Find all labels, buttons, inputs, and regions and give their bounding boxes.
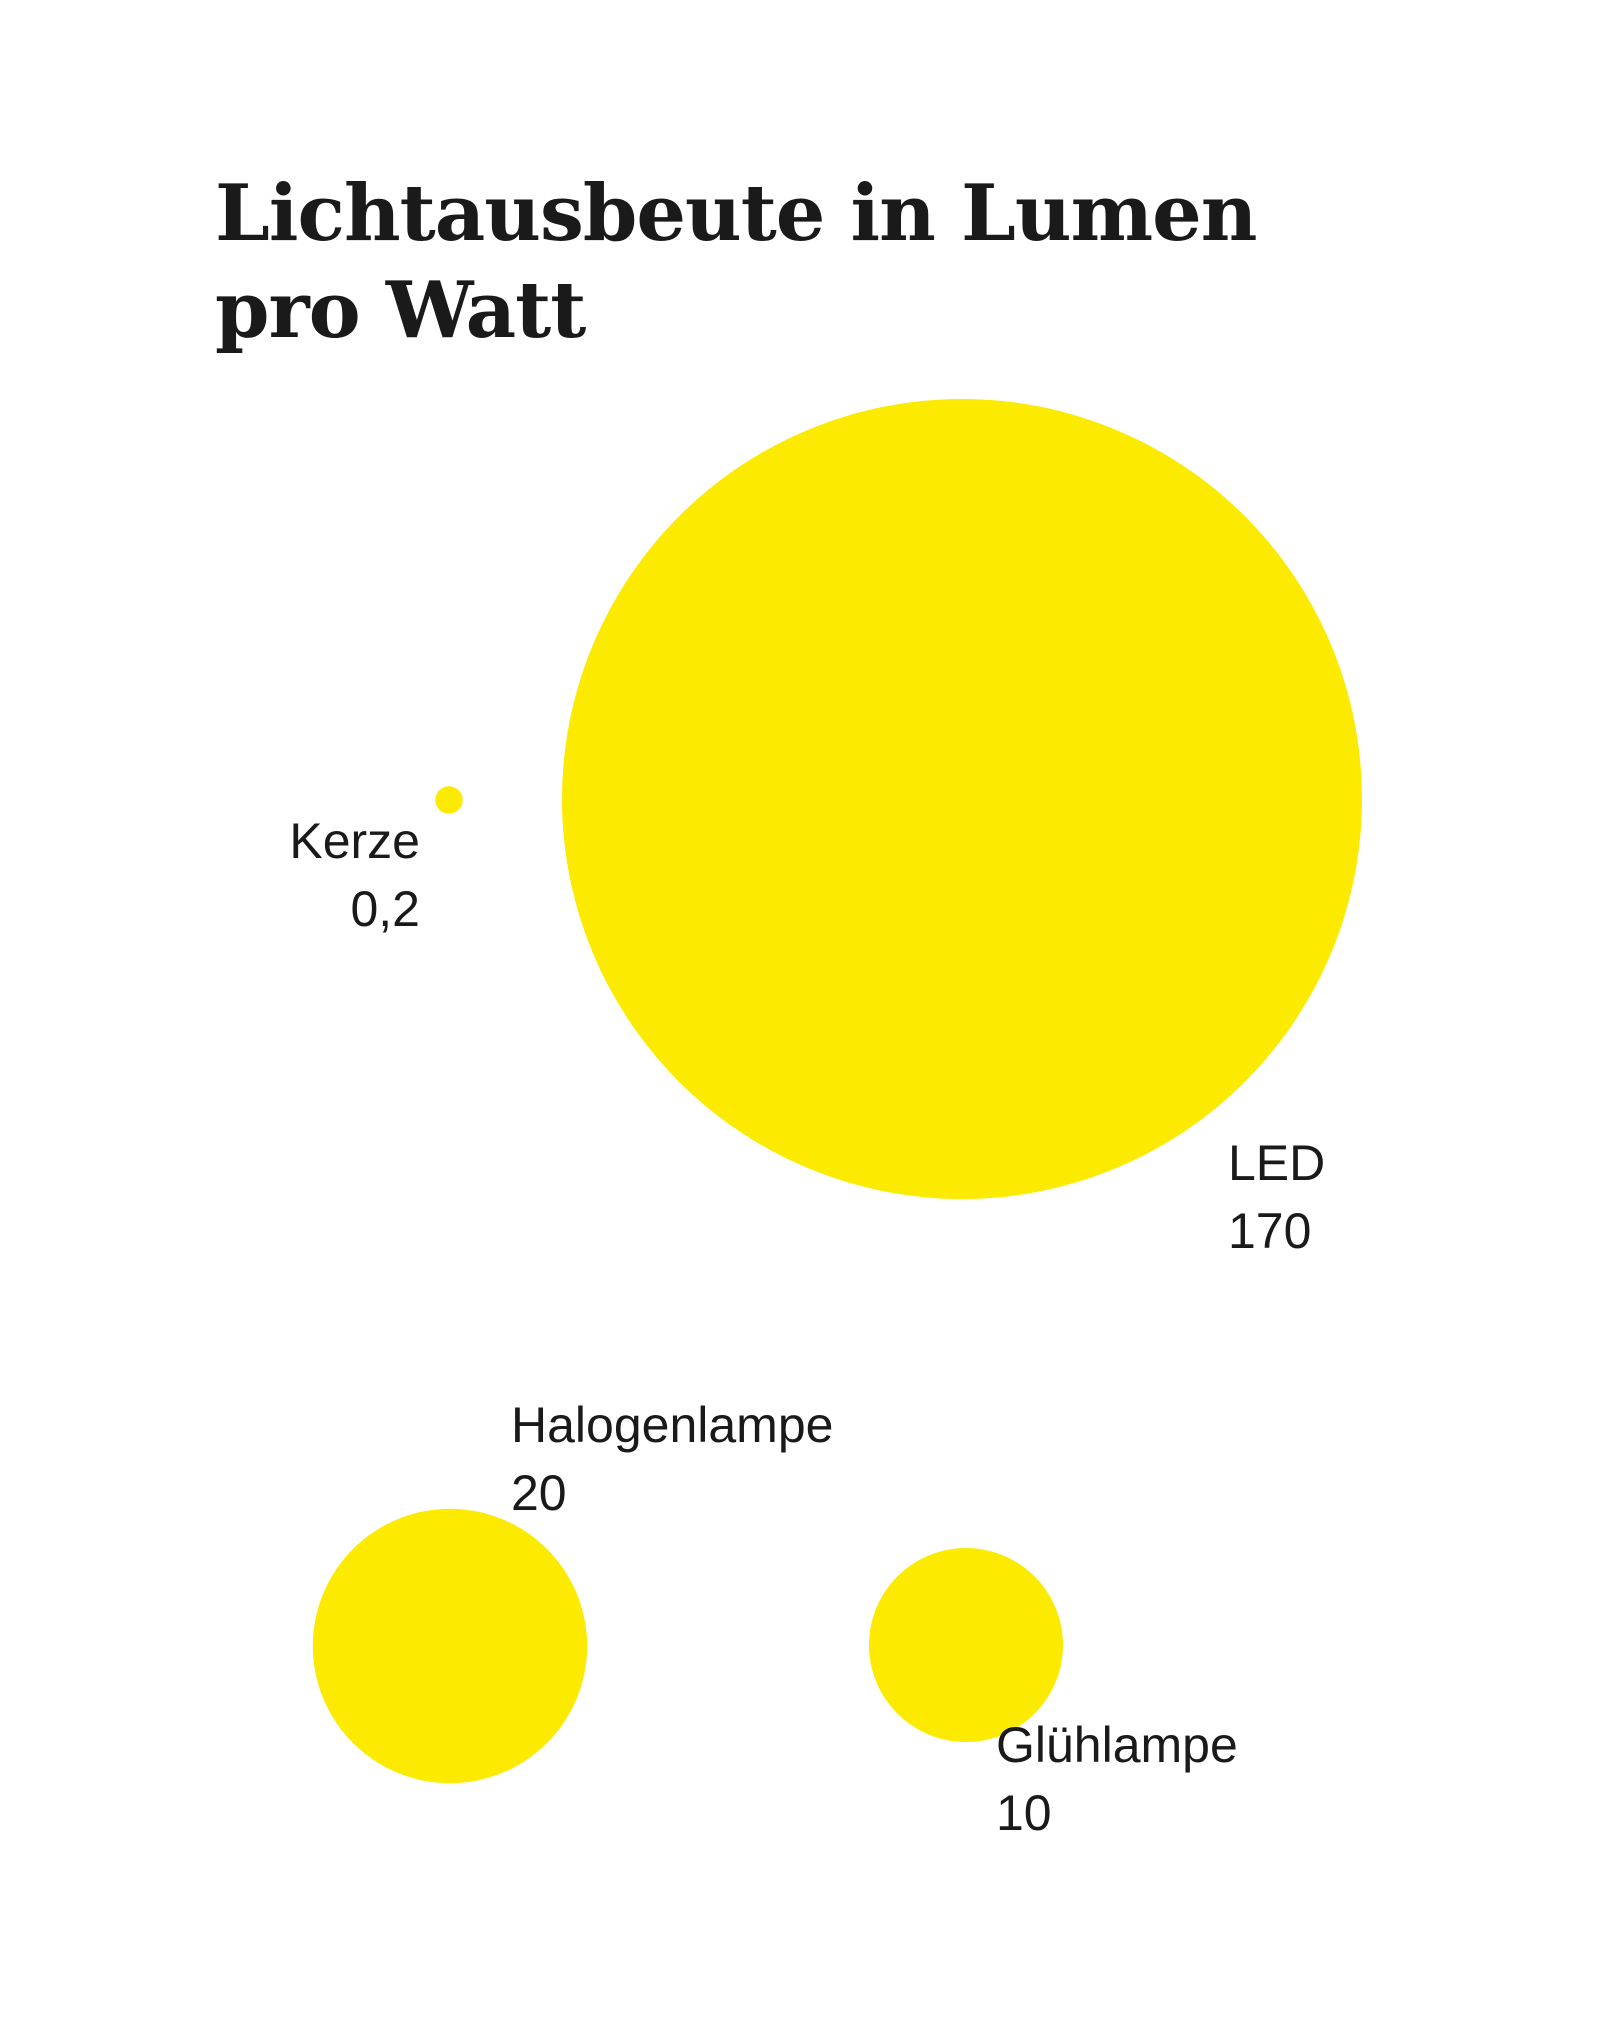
bubble-label-halogenlampe: Halogenlampe — [511, 1397, 833, 1453]
bubble-gluehlampe — [868, 1547, 1064, 1743]
bubble-led — [562, 399, 1362, 1199]
bubble-value-led: 170 — [1228, 1203, 1311, 1259]
bubble-label-gluehlampe: Glühlampe — [996, 1717, 1238, 1773]
bubble-group — [312, 399, 1362, 1784]
bubble-label-led: LED — [1228, 1135, 1325, 1191]
chart-title-line-1: Lichtausbeute in Lumen — [215, 168, 1256, 259]
bubble-label-kerze: Kerze — [289, 813, 420, 869]
chart-title: Lichtausbeute in Lumen pro Watt — [215, 168, 1257, 356]
bubble-halogenlampe — [312, 1508, 588, 1784]
bubble-value-kerze: 0,2 — [350, 881, 420, 937]
bubble-value-gluehlampe: 10 — [996, 1785, 1052, 1841]
label-group: LED 170 Kerze 0,2 Halogenlampe 20 Glühlampe 10 — [289, 813, 1325, 1841]
chart-title-line-2: pro Watt — [215, 265, 586, 356]
bubble-kerze — [435, 786, 463, 814]
bubble-value-halogenlampe: 20 — [511, 1465, 567, 1521]
